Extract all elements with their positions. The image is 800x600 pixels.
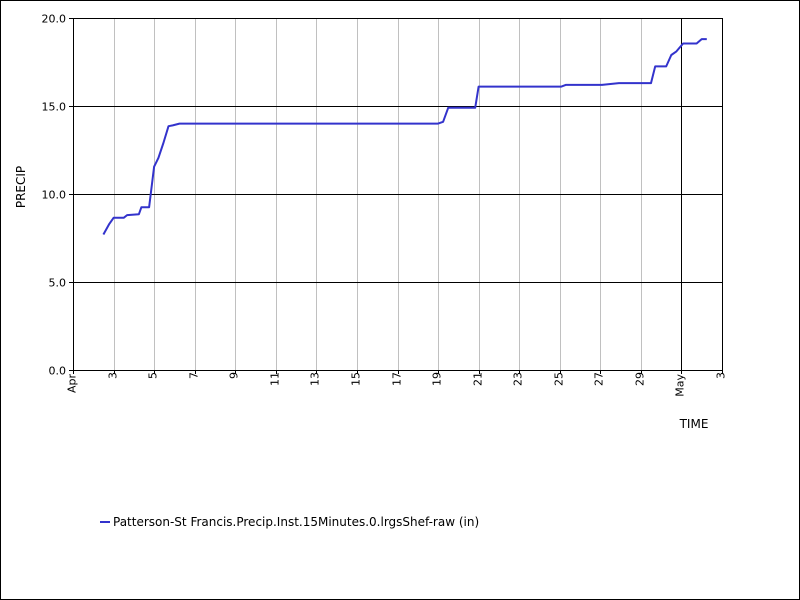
x-tick-label: Apr: [66, 374, 79, 394]
x-tick-label: 21: [472, 372, 485, 386]
x-tick-label: 13: [309, 372, 322, 386]
y-tick-label: 15.0: [42, 101, 67, 114]
y-tick-label: 20.0: [42, 13, 67, 26]
x-tick-label: 3: [107, 372, 120, 379]
legend-swatch: [100, 521, 110, 523]
x-tick-label: 19: [431, 372, 444, 386]
x-axis-title: TIME: [679, 417, 709, 431]
legend: Patterson-St Francis.Precip.Inst.15Minut…: [100, 514, 479, 530]
x-tick-label: May: [674, 374, 687, 397]
x-tick-label: 3: [715, 372, 728, 379]
y-axis-title: PRECIP: [14, 166, 28, 208]
x-axis-ticks: Apr 3 5 7 9 11 13 15 17 19 21 23 25 27 29 May 3: [66, 370, 728, 397]
x-tick-label: 29: [634, 372, 647, 386]
x-tick-label: 7: [188, 372, 201, 379]
grid: [73, 18, 723, 370]
x-tick-label: 15: [350, 372, 363, 386]
y-axis-ticks: 0.0 5.0 10.0 15.0 20.0: [42, 13, 73, 378]
legend-entry-label: Patterson-St Francis.Precip.Inst.15Minut…: [113, 515, 480, 529]
y-tick-label: 5.0: [49, 277, 67, 290]
x-tick-label: 23: [512, 372, 525, 386]
x-tick-label: 25: [553, 372, 566, 386]
x-tick-label: 11: [269, 372, 282, 386]
series-layer: [102, 38, 707, 235]
y-tick-label: 10.0: [42, 189, 67, 202]
series-line: [102, 38, 707, 235]
y-tick-label: 0.0: [49, 365, 67, 378]
x-tick-label: 5: [147, 372, 160, 379]
x-tick-label: 17: [391, 372, 404, 386]
x-tick-label: 9: [228, 372, 241, 379]
x-tick-label: 27: [593, 372, 606, 386]
